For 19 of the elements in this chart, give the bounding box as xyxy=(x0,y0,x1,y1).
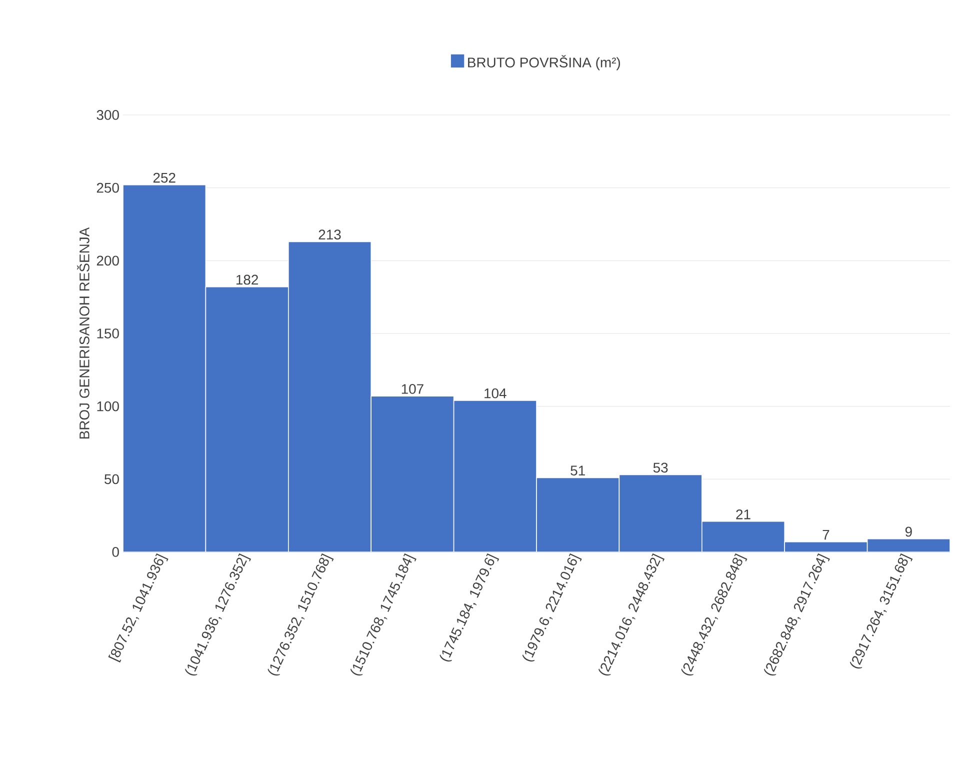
y-tick-label: 300 xyxy=(96,110,119,120)
y-tick-label: 250 xyxy=(96,182,119,193)
y-tick-label: 100 xyxy=(97,401,119,412)
data-label: 53 xyxy=(653,462,668,473)
data-label: 182 xyxy=(236,274,258,285)
data-label: 21 xyxy=(736,509,750,520)
data-label: 7 xyxy=(822,530,830,540)
data-label: 9 xyxy=(905,526,912,537)
data-label: 213 xyxy=(318,230,341,240)
data-label: 107 xyxy=(402,384,424,394)
data-label: 51 xyxy=(570,466,585,476)
y-tick-label: 150 xyxy=(97,328,119,338)
y-tick-label: 200 xyxy=(96,256,119,266)
data-label: 104 xyxy=(484,388,506,398)
y-axis-title: BROJ GENERISANOH REŠENJA xyxy=(77,227,90,439)
y-tick-label: 50 xyxy=(104,474,119,484)
data-label: 252 xyxy=(153,172,176,183)
legend-label: BRUTO POVRŠINA (m²) xyxy=(468,55,620,70)
y-tick-label: 0 xyxy=(112,547,119,557)
